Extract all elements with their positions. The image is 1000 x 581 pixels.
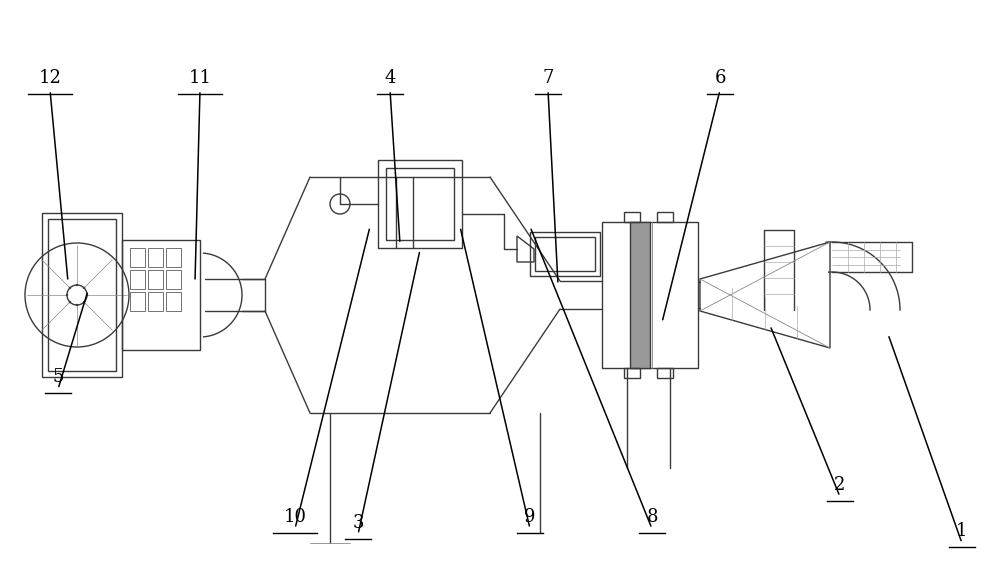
Circle shape (77, 304, 78, 306)
Text: 10: 10 (284, 508, 307, 526)
Text: 5: 5 (52, 368, 64, 386)
Bar (535, 237, 595, 271)
Bar (42, 213, 122, 377)
Bar (386, 168, 454, 240)
Circle shape (84, 302, 85, 303)
Text: 12: 12 (39, 69, 61, 87)
Bar (166, 248, 181, 267)
Text: 4: 4 (384, 69, 396, 87)
Bar (122, 240, 200, 350)
Bar (130, 292, 145, 311)
Bar (166, 270, 181, 289)
Text: 11: 11 (189, 69, 212, 87)
Text: 2: 2 (834, 476, 846, 494)
Text: 6: 6 (714, 69, 726, 87)
Text: 3: 3 (352, 514, 364, 532)
Text: 8: 8 (646, 508, 658, 526)
Bar (148, 270, 163, 289)
Bar (166, 292, 181, 311)
Text: 9: 9 (524, 508, 536, 526)
Text: 1: 1 (956, 522, 968, 540)
Bar (602, 222, 698, 368)
Bar (378, 160, 462, 248)
Bar (657, 368, 673, 378)
Bar (130, 270, 145, 289)
Bar (657, 212, 673, 222)
Bar (148, 248, 163, 267)
Bar (624, 212, 640, 222)
Circle shape (87, 295, 88, 296)
Circle shape (67, 295, 68, 296)
Text: 7: 7 (542, 69, 554, 87)
Bar (48, 219, 116, 371)
Bar (624, 368, 640, 378)
Bar (530, 232, 600, 276)
Bar (148, 292, 163, 311)
Bar (630, 222, 650, 368)
Bar (130, 248, 145, 267)
